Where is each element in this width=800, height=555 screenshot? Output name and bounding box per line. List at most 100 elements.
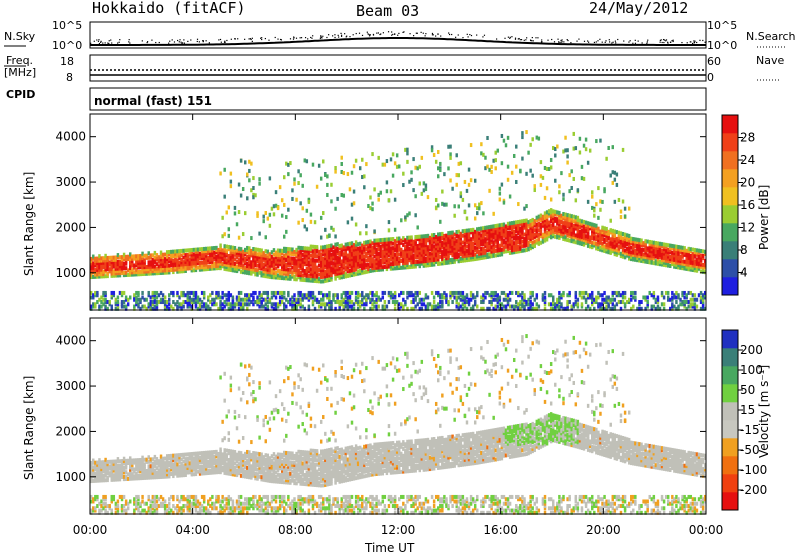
power-cell xyxy=(462,291,464,295)
nsearch-point xyxy=(99,43,100,44)
power-cell xyxy=(431,291,433,295)
nsearch-point xyxy=(508,37,509,38)
power-cell xyxy=(369,195,371,199)
nsearch-point xyxy=(462,37,463,38)
power-cell xyxy=(466,216,468,220)
power-cell xyxy=(593,208,595,212)
nsearch-point xyxy=(199,41,200,42)
nsearch-point xyxy=(510,37,511,38)
power-cell xyxy=(540,183,542,187)
power-cell xyxy=(462,198,464,202)
power-cell xyxy=(486,136,488,140)
nsearch-point xyxy=(611,42,612,43)
power-cell xyxy=(531,302,533,306)
power-cell xyxy=(441,190,443,194)
nsearch-point xyxy=(530,40,531,41)
power-cell xyxy=(542,176,544,180)
power-cell xyxy=(634,291,636,295)
power-cell xyxy=(275,295,277,299)
power-cell xyxy=(531,137,533,141)
power-cell xyxy=(285,215,287,219)
nsearch-point xyxy=(290,38,291,39)
nsearch-point xyxy=(94,41,95,42)
power-cell xyxy=(355,159,357,163)
power-cell xyxy=(529,169,531,173)
power-cell xyxy=(326,174,328,178)
power-cell xyxy=(252,186,254,190)
nsearch-point xyxy=(602,42,603,43)
power-cell xyxy=(299,173,301,177)
nsearch-point xyxy=(578,39,579,40)
nsearch-point xyxy=(423,33,424,34)
power-cell xyxy=(550,158,552,162)
nsearch-point xyxy=(416,33,417,34)
power-cell xyxy=(435,198,437,202)
nsearch-point xyxy=(563,41,564,42)
power-cell xyxy=(322,211,324,215)
nsearch-point xyxy=(322,36,323,37)
power-cell xyxy=(616,172,618,176)
power-cell xyxy=(657,295,659,299)
power-cell xyxy=(273,212,275,216)
power-cell xyxy=(361,158,363,162)
nsearch-point xyxy=(261,39,262,40)
power-cell xyxy=(414,194,416,198)
power-cell xyxy=(591,190,593,194)
power-cell xyxy=(349,187,351,191)
power-cell xyxy=(195,291,197,295)
nsearch-point xyxy=(690,41,691,42)
nsearch-point xyxy=(692,43,693,44)
power-cell xyxy=(538,305,540,309)
power-cell xyxy=(341,156,343,160)
nsearch-point xyxy=(515,38,516,39)
nsearch-point xyxy=(111,42,112,43)
power-cell xyxy=(480,201,482,205)
power-cell xyxy=(511,171,513,175)
power-cell xyxy=(583,177,585,181)
nsearch-point xyxy=(515,39,516,40)
power-cell xyxy=(566,148,568,152)
power-cell xyxy=(476,291,478,295)
power-cell xyxy=(390,189,392,193)
power-cell xyxy=(219,171,221,175)
power-cell xyxy=(314,220,316,224)
nsearch-point xyxy=(670,42,671,43)
nsearch-point xyxy=(370,34,371,35)
power-cell xyxy=(310,213,312,217)
power-cell xyxy=(402,172,404,176)
power-cell xyxy=(211,291,213,295)
power-cell xyxy=(607,146,609,150)
nsearch-point xyxy=(455,37,456,38)
power-cell xyxy=(306,209,308,213)
nsearch-point xyxy=(237,38,238,39)
nsearch-point xyxy=(596,41,597,42)
nsearch-point xyxy=(275,37,276,38)
nsearch-point xyxy=(667,43,668,44)
power-cell xyxy=(310,220,312,224)
power-cell xyxy=(595,139,597,143)
nsearch-point xyxy=(661,39,662,40)
power-cell xyxy=(675,300,677,304)
power-cell xyxy=(334,170,336,174)
nsearch-point xyxy=(220,39,221,40)
power-cell xyxy=(468,203,470,207)
power-cell xyxy=(269,176,271,180)
power-cell xyxy=(316,185,318,189)
nsearch-point xyxy=(576,41,577,42)
power-cell xyxy=(609,219,611,223)
power-cell xyxy=(336,293,338,297)
nsearch-point xyxy=(182,42,183,43)
power-cell xyxy=(425,187,427,191)
power-cell xyxy=(531,174,533,178)
power-cell xyxy=(540,160,542,164)
nsearch-point xyxy=(362,35,363,36)
power-cell xyxy=(258,177,260,181)
nsearch-point xyxy=(346,36,347,37)
power-cell xyxy=(127,302,129,306)
nsearch-point xyxy=(609,41,610,42)
power-cell xyxy=(279,185,281,189)
power-cell xyxy=(147,291,149,295)
power-cell xyxy=(297,169,299,173)
power-cell xyxy=(123,291,125,295)
power-cell xyxy=(285,305,287,309)
